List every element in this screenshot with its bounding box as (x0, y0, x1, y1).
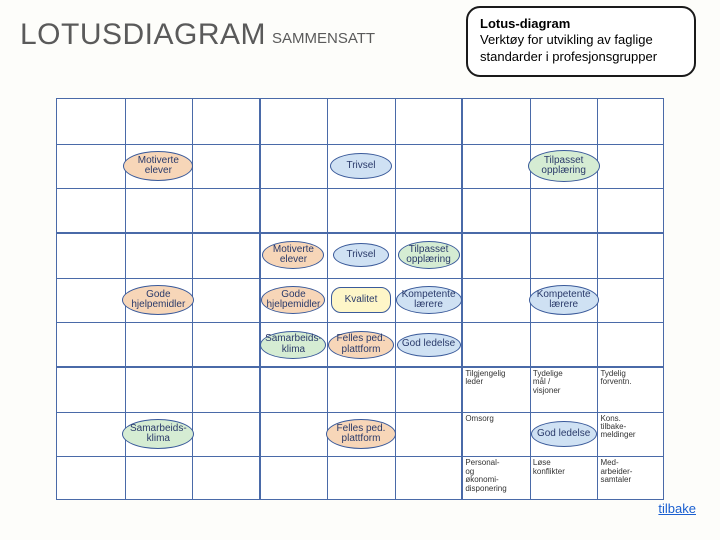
page-title: LOTUSDIAGRAM (20, 18, 266, 52)
lotus-sublabel: Tilgjengelig leder (465, 370, 527, 387)
info-title: Lotus-diagram (480, 16, 682, 32)
lotus-sublabel: Omsorg (465, 415, 527, 423)
grid-vline (259, 99, 261, 499)
lotus-node: Samarbeids- klima (122, 419, 194, 449)
lotus-node: Trivsel (330, 153, 392, 179)
lotus-sublabel: Personal- og økonomi- disponering (465, 459, 527, 493)
lotus-sublabel: Tydelig forventn. (600, 370, 662, 387)
lotus-node: Trivsel (333, 243, 389, 267)
lotus-node: God ledelse (397, 333, 461, 357)
lotus-node: Tilpasset opplæring (528, 150, 600, 182)
grid-vline (461, 99, 463, 499)
lotus-node: God ledelse (531, 421, 597, 447)
lotus-node: Kompetente lærere (529, 285, 599, 315)
lotus-sublabel: Med- arbeider- samtaler (600, 459, 662, 484)
grid-hline (57, 456, 663, 457)
grid-hline (57, 144, 663, 145)
grid-hline (57, 412, 663, 413)
grid-hline (57, 278, 663, 279)
lotus-node: Felles ped. plattform (328, 331, 394, 359)
lotus-sublabel: Kons. tilbake- meldinger (600, 415, 662, 440)
lotus-sublabel: Tydelige mål / visjoner (533, 370, 595, 395)
lotus-node: Kompetente lærere (396, 286, 462, 314)
info-body: Verktøy for utvikling av faglige standar… (480, 32, 682, 65)
lotus-node: Felles ped. plattform (326, 419, 396, 449)
page-subtitle: SAMMENSATT (272, 18, 375, 47)
lotus-node: Tilpasset opplæring (398, 241, 460, 269)
lotus-node: Motiverte elever (123, 151, 193, 181)
grid-hline (57, 322, 663, 323)
grid-hline (57, 232, 663, 234)
grid-hline (57, 366, 663, 368)
lotus-node: Gode hjelpemidler (261, 286, 325, 314)
info-box: Lotus-diagram Verktøy for utvikling av f… (466, 6, 696, 77)
lotus-node: Gode hjelpemidler (122, 285, 194, 315)
lotus-node: Motiverte elever (262, 241, 324, 269)
lotus-node: Kvalitet (331, 287, 391, 313)
lotus-node: Samarbeids- klima (260, 331, 326, 359)
grid-hline (57, 188, 663, 189)
lotus-grid: Motiverte elever Trivsel Tilpasset opplæri… (56, 98, 664, 500)
lotus-sublabel: Løse konflikter (533, 459, 595, 476)
back-link[interactable]: tilbake (658, 501, 696, 516)
